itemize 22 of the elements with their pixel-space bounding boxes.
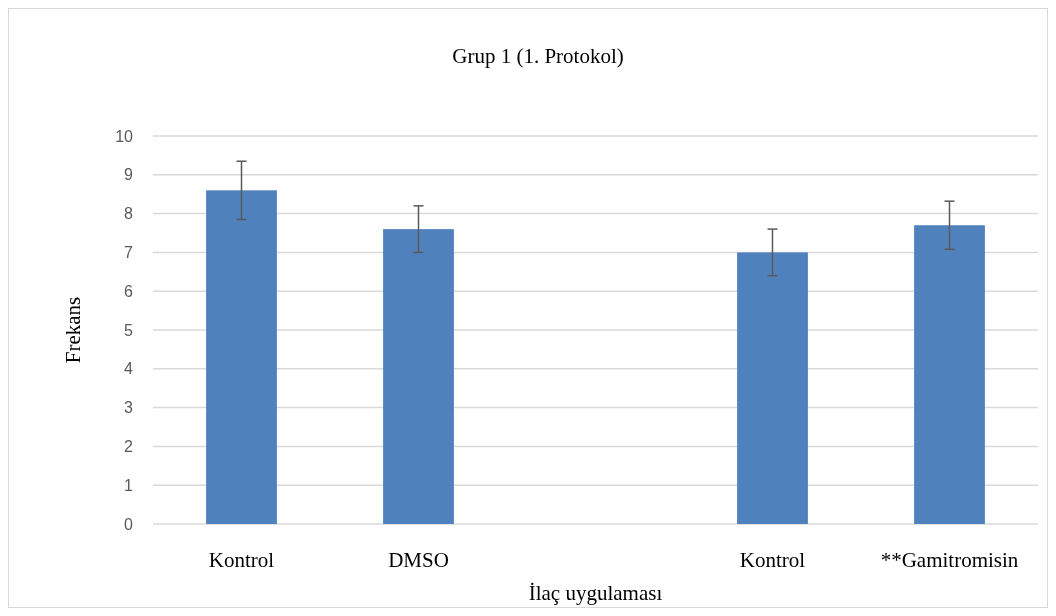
y-tick-label: 2 xyxy=(124,438,134,455)
y-tick-label: 9 xyxy=(124,166,134,184)
x-tick-label: DMSO xyxy=(388,548,449,572)
x-axis-title: İlaç uygulaması xyxy=(528,581,663,605)
y-tick-label: 0 xyxy=(124,515,134,533)
y-axis-title: Frekans xyxy=(61,296,85,364)
bar xyxy=(206,190,277,524)
chart-title: Grup 1 (1. Protokol) xyxy=(452,44,624,68)
y-tick-label: 6 xyxy=(124,282,134,300)
x-tick-label: Kontrol xyxy=(739,548,806,572)
y-tick-label: 3 xyxy=(124,399,134,417)
y-tick-label: 10 xyxy=(115,127,134,145)
y-tick-label: 5 xyxy=(124,321,134,339)
y-tick-label: 8 xyxy=(124,205,134,223)
x-tick-label: **Gamitromisin xyxy=(880,548,1019,572)
bar xyxy=(914,225,985,524)
y-tick-label: 7 xyxy=(124,244,134,261)
x-tick-label: Kontrol xyxy=(208,548,275,572)
y-tick-label: 1 xyxy=(124,476,134,494)
bar xyxy=(737,252,808,524)
y-tick-label: 4 xyxy=(124,360,134,378)
bar xyxy=(383,229,454,524)
